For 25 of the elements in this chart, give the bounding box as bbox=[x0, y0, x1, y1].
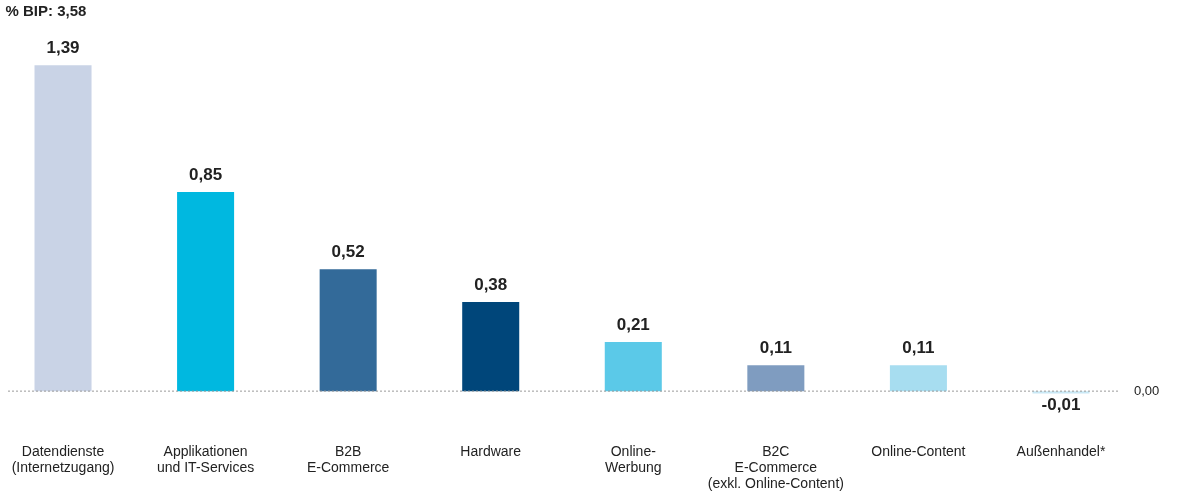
bar bbox=[889, 365, 947, 392]
bar bbox=[319, 269, 377, 392]
ref-line-label: 0,00 bbox=[1134, 383, 1160, 399]
chart-title: % BIP: 3,58 bbox=[5, 2, 87, 20]
data-label: 1,39 bbox=[46, 38, 80, 58]
data-label: 0,85 bbox=[189, 164, 223, 184]
data-label: 0,21 bbox=[616, 314, 650, 334]
x-tick-label: Hardware bbox=[460, 442, 522, 459]
data-label: 0,38 bbox=[474, 275, 508, 295]
bar bbox=[34, 65, 92, 392]
x-tick-label: Online- Werbung bbox=[605, 442, 662, 475]
x-tick-label: Datendienste (Internetzugang) bbox=[11, 442, 115, 475]
x-tick-label: B2B E-Commerce bbox=[306, 442, 390, 475]
x-tick-label: Applikationen und IT-Services bbox=[156, 442, 255, 475]
x-tick-label: Online-Content bbox=[871, 442, 966, 459]
bar bbox=[177, 191, 235, 392]
data-label: -0,01 bbox=[1041, 395, 1081, 415]
bar bbox=[462, 302, 520, 392]
data-label: 0,11 bbox=[759, 338, 792, 358]
bar bbox=[747, 365, 805, 392]
x-tick-label: B2C E-Commerce (exkl. Online-Content) bbox=[707, 442, 844, 491]
data-label: 0,11 bbox=[902, 338, 935, 358]
data-label: 0,52 bbox=[331, 242, 365, 262]
x-tick-label: Außenhandel* bbox=[1016, 442, 1106, 459]
bar bbox=[604, 341, 662, 392]
